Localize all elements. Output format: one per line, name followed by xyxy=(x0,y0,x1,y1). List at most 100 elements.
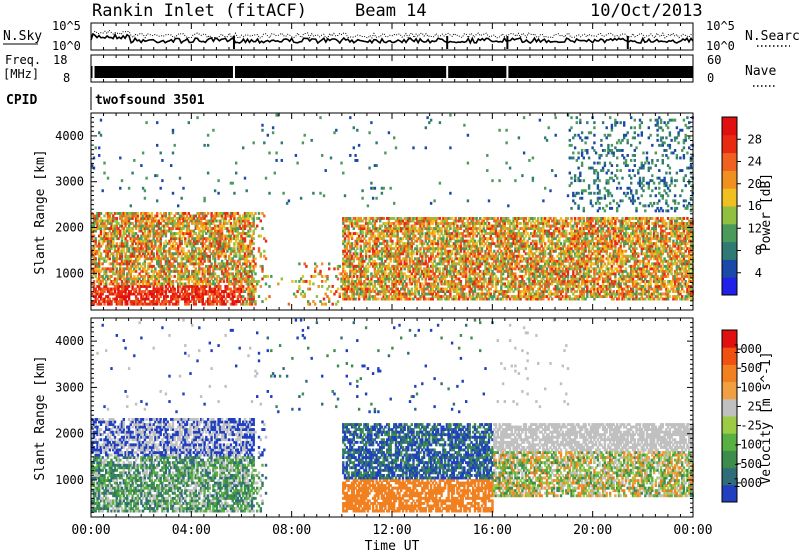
power-cell xyxy=(291,280,294,283)
power-cell xyxy=(494,224,498,228)
power-cell xyxy=(152,275,155,278)
power-cell xyxy=(466,264,470,268)
power-cell xyxy=(496,267,499,271)
power-cell xyxy=(456,282,459,286)
power-cell xyxy=(164,275,168,278)
power-cell xyxy=(486,272,489,276)
power-cell xyxy=(342,222,345,225)
power-cell xyxy=(429,285,433,288)
power-cell xyxy=(468,277,471,281)
power-cell xyxy=(249,227,252,230)
power-cell xyxy=(354,282,357,286)
power-cell xyxy=(398,272,401,276)
power-cell xyxy=(189,257,192,261)
power-cell xyxy=(408,295,412,298)
power-cell xyxy=(194,280,197,283)
power-cell xyxy=(429,239,433,243)
power-cell xyxy=(407,287,410,291)
power-cell xyxy=(199,237,203,241)
power-cell xyxy=(465,224,468,228)
power-cell xyxy=(213,282,217,286)
power-cell xyxy=(205,254,208,258)
power-cell xyxy=(463,272,466,276)
power-cell xyxy=(154,244,157,248)
power-cell xyxy=(484,217,487,220)
power-cell xyxy=(198,287,201,291)
power-cell xyxy=(435,254,438,258)
power-cell xyxy=(466,242,470,246)
power-cell xyxy=(199,234,203,238)
power-cell xyxy=(415,264,419,268)
power-cell xyxy=(440,287,443,291)
power-cell xyxy=(401,257,405,261)
power-cell xyxy=(222,292,226,296)
power-cell xyxy=(161,214,164,218)
power-cell xyxy=(124,259,127,263)
power-cell xyxy=(161,302,164,306)
power-cell xyxy=(140,219,143,223)
power-cell xyxy=(263,214,266,218)
power-cell xyxy=(249,262,252,266)
power-cell xyxy=(124,254,127,258)
noise-right-tick-high: 10^5 xyxy=(706,19,735,33)
power-cell xyxy=(115,222,118,225)
power-cell xyxy=(482,229,485,233)
power-cell xyxy=(363,292,366,296)
power-cell xyxy=(356,287,359,291)
power-cell xyxy=(101,257,104,261)
power-cell xyxy=(141,297,145,301)
power-cell xyxy=(168,249,171,253)
power-cell xyxy=(356,282,359,286)
power-cell xyxy=(377,297,380,301)
power-cell xyxy=(131,222,134,225)
power-cell xyxy=(486,232,489,235)
power-cell xyxy=(127,219,131,223)
power-cell xyxy=(368,295,371,298)
power-cell xyxy=(415,272,419,276)
power-cell xyxy=(238,295,241,298)
power-cell xyxy=(403,247,406,251)
power-cell xyxy=(352,282,355,286)
power-cell xyxy=(99,275,103,278)
power-cell xyxy=(191,252,194,256)
power-cell xyxy=(163,214,166,218)
power-cell xyxy=(127,259,131,263)
power-cell xyxy=(252,280,255,283)
power-cell xyxy=(426,116,429,120)
power-cell xyxy=(487,249,491,253)
power-cell xyxy=(217,254,220,258)
power-cell xyxy=(473,252,477,256)
power-cell xyxy=(215,219,219,223)
power-cell xyxy=(408,237,412,241)
power-cell xyxy=(422,249,426,253)
power-cell xyxy=(201,280,204,283)
power-cell xyxy=(361,262,364,266)
power-cell xyxy=(173,143,176,147)
power-cell xyxy=(166,280,169,283)
power-cell xyxy=(171,264,175,268)
power-cell xyxy=(380,275,384,278)
power-cell xyxy=(163,267,166,271)
power-cell xyxy=(159,269,162,273)
power-cell xyxy=(150,275,154,278)
power-cell xyxy=(126,214,129,218)
power-cell xyxy=(443,217,447,220)
power-cell xyxy=(147,214,150,218)
power-cell xyxy=(419,262,422,266)
power-cell xyxy=(428,249,431,253)
power-cell xyxy=(463,217,466,220)
power-cell xyxy=(96,252,99,256)
power-cell xyxy=(143,257,147,261)
power-cell xyxy=(206,244,210,248)
power-cell xyxy=(127,214,131,218)
power-cell xyxy=(484,229,487,233)
power-cell xyxy=(354,154,357,157)
power-cell xyxy=(463,239,466,243)
power-cell xyxy=(201,287,204,291)
power-cell xyxy=(226,222,229,225)
power-cell xyxy=(92,214,96,218)
power-cell xyxy=(133,212,136,215)
power-cell xyxy=(466,249,470,253)
power-cell xyxy=(393,292,396,296)
power-cell xyxy=(359,269,362,273)
